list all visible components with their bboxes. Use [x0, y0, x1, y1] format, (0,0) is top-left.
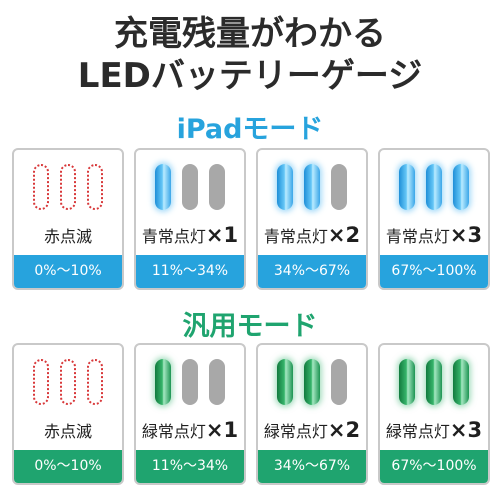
- led-light: [182, 164, 198, 210]
- led-light: [182, 359, 198, 405]
- led-light: [87, 164, 103, 210]
- led-light: [304, 164, 320, 210]
- led-light: [331, 164, 347, 210]
- led-state-label: 赤点滅: [14, 220, 122, 252]
- led-state-label: 青常点灯×3: [380, 220, 488, 252]
- led-light: [155, 164, 171, 210]
- led-light: [426, 359, 442, 405]
- led-light: [155, 359, 171, 405]
- charge-range: 0%〜10%: [14, 255, 122, 288]
- charge-range: 34%〜67%: [258, 450, 366, 483]
- led-light: [33, 164, 49, 210]
- led-light: [399, 164, 415, 210]
- led-light: [453, 359, 469, 405]
- charge-range: 34%〜67%: [258, 255, 366, 288]
- led-light: [277, 164, 293, 210]
- gauge-card: 緑常点灯×3 67%〜100%: [378, 343, 490, 485]
- led-count-text: ×3: [449, 223, 483, 247]
- led-state-label: 青常点灯×2: [258, 220, 366, 252]
- headline-line-2: LEDバッテリーゲージ: [77, 56, 423, 96]
- charge-range: 67%〜100%: [380, 450, 488, 483]
- led-light: [453, 164, 469, 210]
- led-state-label: 赤点滅: [14, 415, 122, 447]
- led-light: [87, 359, 103, 405]
- charge-range: 0%〜10%: [14, 450, 122, 483]
- gauge-card: 赤点滅 0%〜10%: [12, 148, 124, 290]
- led-light: [33, 359, 49, 405]
- led-state-text: 赤点滅: [43, 227, 92, 246]
- led-indicator-group: [14, 164, 122, 212]
- led-state-label: 緑常点灯×1: [136, 415, 244, 447]
- ipad-mode-title: iPadモード: [176, 114, 324, 145]
- led-light: [399, 359, 415, 405]
- led-light: [277, 359, 293, 405]
- led-state-text: 赤点滅: [43, 422, 92, 441]
- led-count-text: ×1: [205, 418, 239, 442]
- led-state-text: 青常点灯: [385, 227, 450, 246]
- led-count-text: ×2: [327, 418, 361, 442]
- led-count-text: ×2: [327, 223, 361, 247]
- led-light: [331, 359, 347, 405]
- gauge-card: 青常点灯×1 11%〜34%: [134, 148, 246, 290]
- gauge-card: 緑常点灯×1 11%〜34%: [134, 343, 246, 485]
- led-indicator-group: [258, 164, 366, 212]
- led-count-text: ×3: [449, 418, 483, 442]
- led-state-text: 青常点灯: [263, 227, 328, 246]
- led-indicator-group: [380, 164, 488, 212]
- gauge-card: 青常点灯×3 67%〜100%: [378, 148, 490, 290]
- general-mode-cards: 赤点滅 0%〜10% 緑常点灯×1 11%〜34% 緑常点灯×2 34%〜67%…: [12, 343, 490, 485]
- led-light: [209, 164, 225, 210]
- led-indicator-group: [136, 164, 244, 212]
- led-state-label: 青常点灯×1: [136, 220, 244, 252]
- led-indicator-group: [136, 359, 244, 407]
- led-light: [60, 359, 76, 405]
- charge-range: 67%〜100%: [380, 255, 488, 288]
- led-indicator-group: [258, 359, 366, 407]
- gauge-card: 緑常点灯×2 34%〜67%: [256, 343, 368, 485]
- led-light: [60, 164, 76, 210]
- ipad-mode-cards: 赤点滅 0%〜10% 青常点灯×1 11%〜34% 青常点灯×2 34%〜67%…: [12, 148, 490, 290]
- led-state-text: 緑常点灯: [263, 422, 328, 441]
- led-light: [209, 359, 225, 405]
- led-state-label: 緑常点灯×3: [380, 415, 488, 447]
- headline-line-1: 充電残量がわかる: [114, 14, 386, 54]
- led-light: [304, 359, 320, 405]
- led-state-label: 緑常点灯×2: [258, 415, 366, 447]
- charge-range: 11%〜34%: [136, 450, 244, 483]
- led-light: [426, 164, 442, 210]
- led-indicator-group: [14, 359, 122, 407]
- led-indicator-group: [380, 359, 488, 407]
- general-mode-title: 汎用モード: [182, 311, 318, 342]
- gauge-card: 青常点灯×2 34%〜67%: [256, 148, 368, 290]
- charge-range: 11%〜34%: [136, 255, 244, 288]
- led-state-text: 緑常点灯: [385, 422, 450, 441]
- led-state-text: 緑常点灯: [141, 422, 206, 441]
- led-state-text: 青常点灯: [141, 227, 206, 246]
- led-count-text: ×1: [205, 223, 239, 247]
- gauge-card: 赤点滅 0%〜10%: [12, 343, 124, 485]
